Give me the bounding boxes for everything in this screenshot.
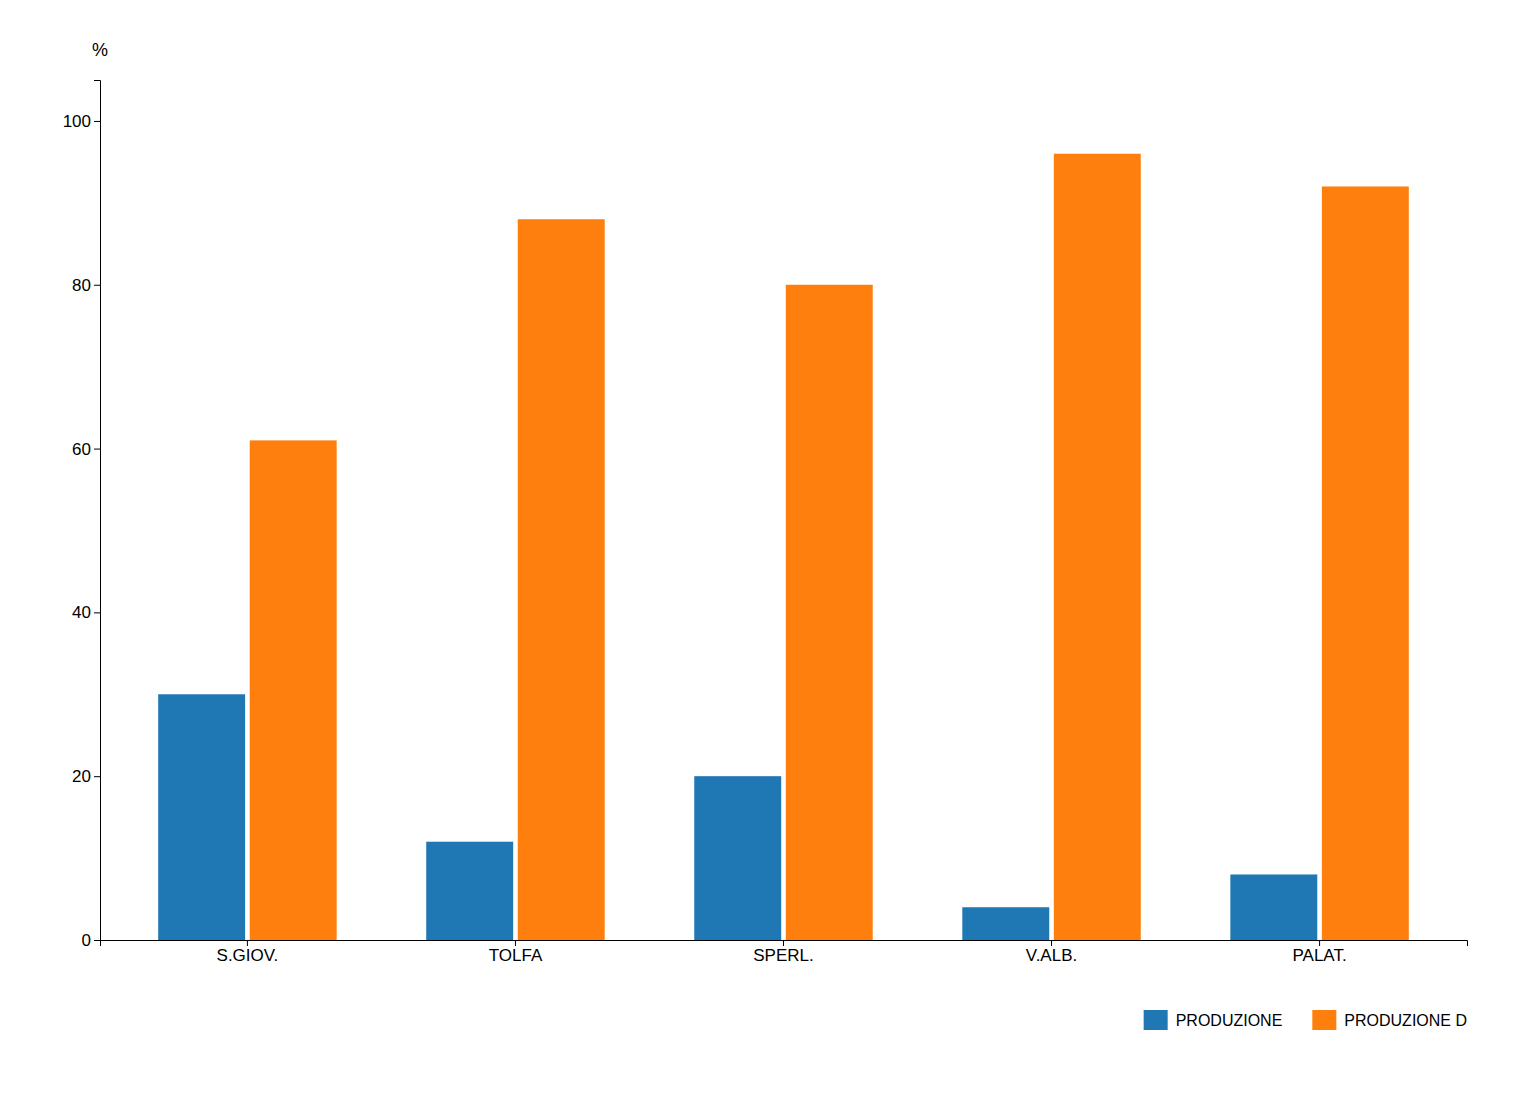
legend-item: PRODUZIONE D <box>1312 1010 1467 1030</box>
bar <box>158 694 245 940</box>
y-tick: 80 <box>72 276 100 295</box>
tick-mark <box>94 121 100 122</box>
tick-label: 0 <box>82 931 91 950</box>
x-tick: TOLFA <box>489 940 543 965</box>
y-tick: 0 <box>82 931 100 950</box>
chart-svg: S.GIOV. TOLFA SPERL. V.ALB. PALAT. 0 20 40 60 80 1… <box>0 0 1517 1100</box>
legend-label: PRODUZIONE D <box>1344 1012 1467 1029</box>
tick-label: 20 <box>72 767 91 786</box>
tick-label: 60 <box>72 440 91 459</box>
bar <box>1322 186 1409 940</box>
axis-line <box>94 81 101 941</box>
legend-label: PRODUZIONE <box>1176 1012 1283 1029</box>
x-tick: SPERL. <box>753 940 813 965</box>
bar <box>962 907 1049 940</box>
tick-label: 40 <box>72 603 91 622</box>
tick-mark <box>94 940 100 941</box>
bar <box>1054 154 1141 940</box>
tick-label: PALAT. <box>1292 946 1346 965</box>
bar <box>250 440 337 940</box>
tick-mark <box>94 612 100 613</box>
tick-label: TOLFA <box>489 946 543 965</box>
bar <box>786 285 873 940</box>
tick-mark <box>94 285 100 286</box>
bar <box>694 776 781 940</box>
tick-label: V.ALB. <box>1026 946 1077 965</box>
legend: PRODUZIONE PRODUZIONE D <box>1144 1010 1467 1030</box>
x-axis: S.GIOV. TOLFA SPERL. V.ALB. PALAT. <box>101 940 1468 965</box>
y-axis: 0 20 40 60 80 100 <box>63 81 101 950</box>
legend-swatch <box>1144 1010 1168 1030</box>
tick-label: SPERL. <box>753 946 813 965</box>
x-tick: S.GIOV. <box>217 940 279 965</box>
x-tick: V.ALB. <box>1026 940 1077 965</box>
legend-item: PRODUZIONE <box>1144 1010 1283 1030</box>
y-tick: 20 <box>72 767 100 786</box>
y-axis-label: % <box>92 40 108 60</box>
tick-label: S.GIOV. <box>217 946 279 965</box>
y-tick: 100 <box>63 112 100 131</box>
chart-container: S.GIOV. TOLFA SPERL. V.ALB. PALAT. 0 20 40 60 80 1… <box>0 0 1517 1100</box>
tick-label: 100 <box>63 112 91 131</box>
tick-mark <box>94 776 100 777</box>
x-tick: PALAT. <box>1292 940 1346 965</box>
page: {"chart_data": {"type": "bar", "categori… <box>0 0 1517 1100</box>
legend-swatch <box>1312 1010 1336 1030</box>
bar <box>426 842 513 940</box>
tick-mark <box>94 449 100 450</box>
bar <box>518 219 605 940</box>
bars <box>158 154 1409 940</box>
y-tick: 40 <box>72 603 100 622</box>
tick-label: 80 <box>72 276 91 295</box>
y-tick: 60 <box>72 440 100 459</box>
bar <box>1230 874 1317 940</box>
bar-series <box>250 154 1409 940</box>
